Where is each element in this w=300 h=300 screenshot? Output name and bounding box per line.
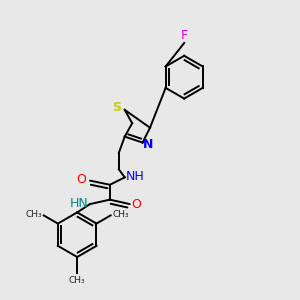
Text: HN: HN	[70, 197, 88, 210]
Text: CH₃: CH₃	[25, 210, 42, 219]
Text: NH: NH	[126, 170, 145, 183]
Text: N: N	[143, 138, 153, 151]
Text: F: F	[181, 28, 188, 41]
Text: S: S	[112, 101, 121, 114]
Text: CH₃: CH₃	[113, 210, 129, 219]
Text: CH₃: CH₃	[69, 276, 85, 285]
Text: O: O	[76, 173, 86, 186]
Text: O: O	[131, 198, 141, 211]
